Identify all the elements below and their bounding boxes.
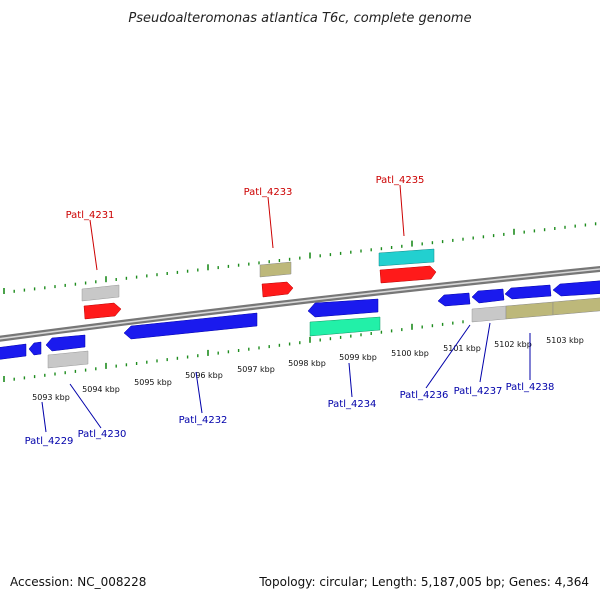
gene-label-patl-4229[interactable]: Patl_4229	[25, 436, 74, 447]
gene-feature[interactable]	[379, 265, 437, 284]
gene-feature[interactable]	[471, 288, 505, 304]
gene-label-patl-4234[interactable]: Patl_4234	[328, 399, 377, 410]
gene-label-patl-4231[interactable]: Patl_4231	[66, 210, 115, 221]
kbp-label: 5096 kbp	[185, 371, 223, 380]
kbp-label: 5098 kbp	[288, 359, 326, 368]
kbp-label: 5101 kbp	[443, 344, 481, 353]
gene-label-patl-4236[interactable]: Patl_4236	[400, 390, 449, 401]
forward-genes	[81, 248, 600, 320]
outer-tick-track	[3, 222, 597, 294]
kbp-label: 5103 kbp	[546, 336, 584, 345]
kbp-scale: 5093 kbp 5094 kbp 5095 kbp 5096 kbp 5097…	[32, 336, 584, 402]
gene-label-patl-4230[interactable]: Patl_4230	[78, 429, 127, 440]
gene-feature-patl-4233[interactable]	[261, 281, 294, 298]
forward-leader-lines	[89, 184, 405, 271]
gene-label-patl-4232[interactable]: Patl_4232	[179, 415, 228, 426]
gene-labels: Patl_4231 Patl_4233 Patl_4235 Patl_4229 …	[25, 175, 555, 447]
map-title: Pseudoalteromonas atlantica T6c, complet…	[128, 11, 471, 26]
gene-label-patl-4237[interactable]: Patl_4237	[454, 386, 503, 397]
gene-feature-patl-4235[interactable]	[378, 248, 435, 267]
kbp-label: 5095 kbp	[134, 378, 172, 387]
gene-label-patl-4233[interactable]: Patl_4233	[244, 187, 293, 198]
gene-feature[interactable]	[259, 261, 292, 278]
gene-feature[interactable]	[28, 341, 42, 356]
gene-feature-patl-4229[interactable]	[0, 343, 27, 360]
reverse-leader-lines	[41, 322, 531, 433]
gene-feature[interactable]	[552, 297, 600, 316]
kbp-label: 5099 kbp	[339, 353, 377, 362]
kbp-label: 5100 kbp	[391, 349, 429, 358]
gene-feature-patl-4232[interactable]	[123, 312, 258, 340]
gene-feature[interactable]	[437, 292, 471, 307]
reverse-genes	[0, 297, 600, 369]
gene-feature-patl-4234[interactable]	[309, 316, 381, 337]
kbp-label: 5097 kbp	[237, 365, 275, 374]
accession-text: Accession: NC_008228	[10, 575, 146, 589]
gene-label-patl-4235[interactable]: Patl_4235	[376, 175, 425, 186]
kbp-label: 5094 kbp	[82, 385, 120, 394]
kbp-label: 5102 kbp	[494, 340, 532, 349]
gene-feature-patl-4230[interactable]	[45, 334, 86, 352]
genome-backbone-highlight	[0, 268, 600, 340]
gene-feature[interactable]	[504, 284, 552, 300]
gene-label-patl-4238[interactable]: Patl_4238	[506, 382, 555, 393]
gene-feature[interactable]	[81, 284, 120, 302]
gene-feature[interactable]	[47, 350, 89, 369]
gene-feature[interactable]	[307, 298, 379, 318]
kbp-label: 5093 kbp	[32, 393, 70, 402]
gene-feature[interactable]	[552, 280, 600, 297]
genome-summary-text: Topology: circular; Length: 5,187,005 bp…	[258, 575, 589, 589]
gene-feature-patl-4231[interactable]	[83, 302, 122, 320]
gene-feature-patl-4238[interactable]	[505, 301, 554, 320]
gene-feature-patl-4237[interactable]	[471, 305, 507, 323]
